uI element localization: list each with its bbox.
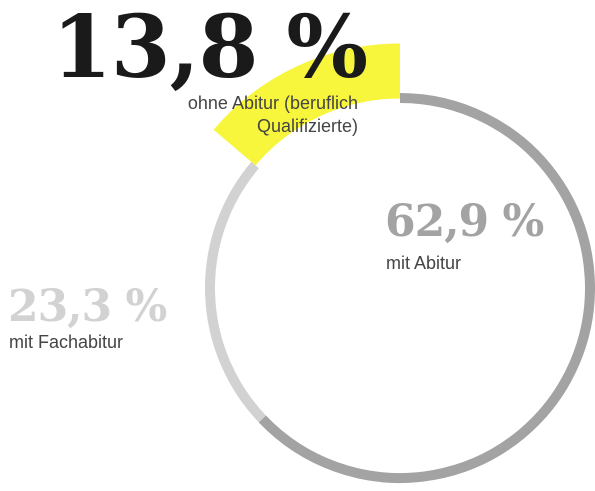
donut-segment — [213, 43, 401, 166]
category-label: ohne Abitur (beruflich Qualifizierte) — [187, 93, 358, 136]
category-label: mit Abitur — [386, 253, 462, 273]
value-label: 62,9 % — [385, 196, 544, 247]
category-label: mit Fachabitur — [9, 332, 124, 352]
donut-segment — [258, 93, 595, 483]
donut-segment — [205, 161, 266, 423]
value-label: 13,8 % — [52, 0, 368, 98]
value-label: 23,3 % — [8, 281, 167, 332]
